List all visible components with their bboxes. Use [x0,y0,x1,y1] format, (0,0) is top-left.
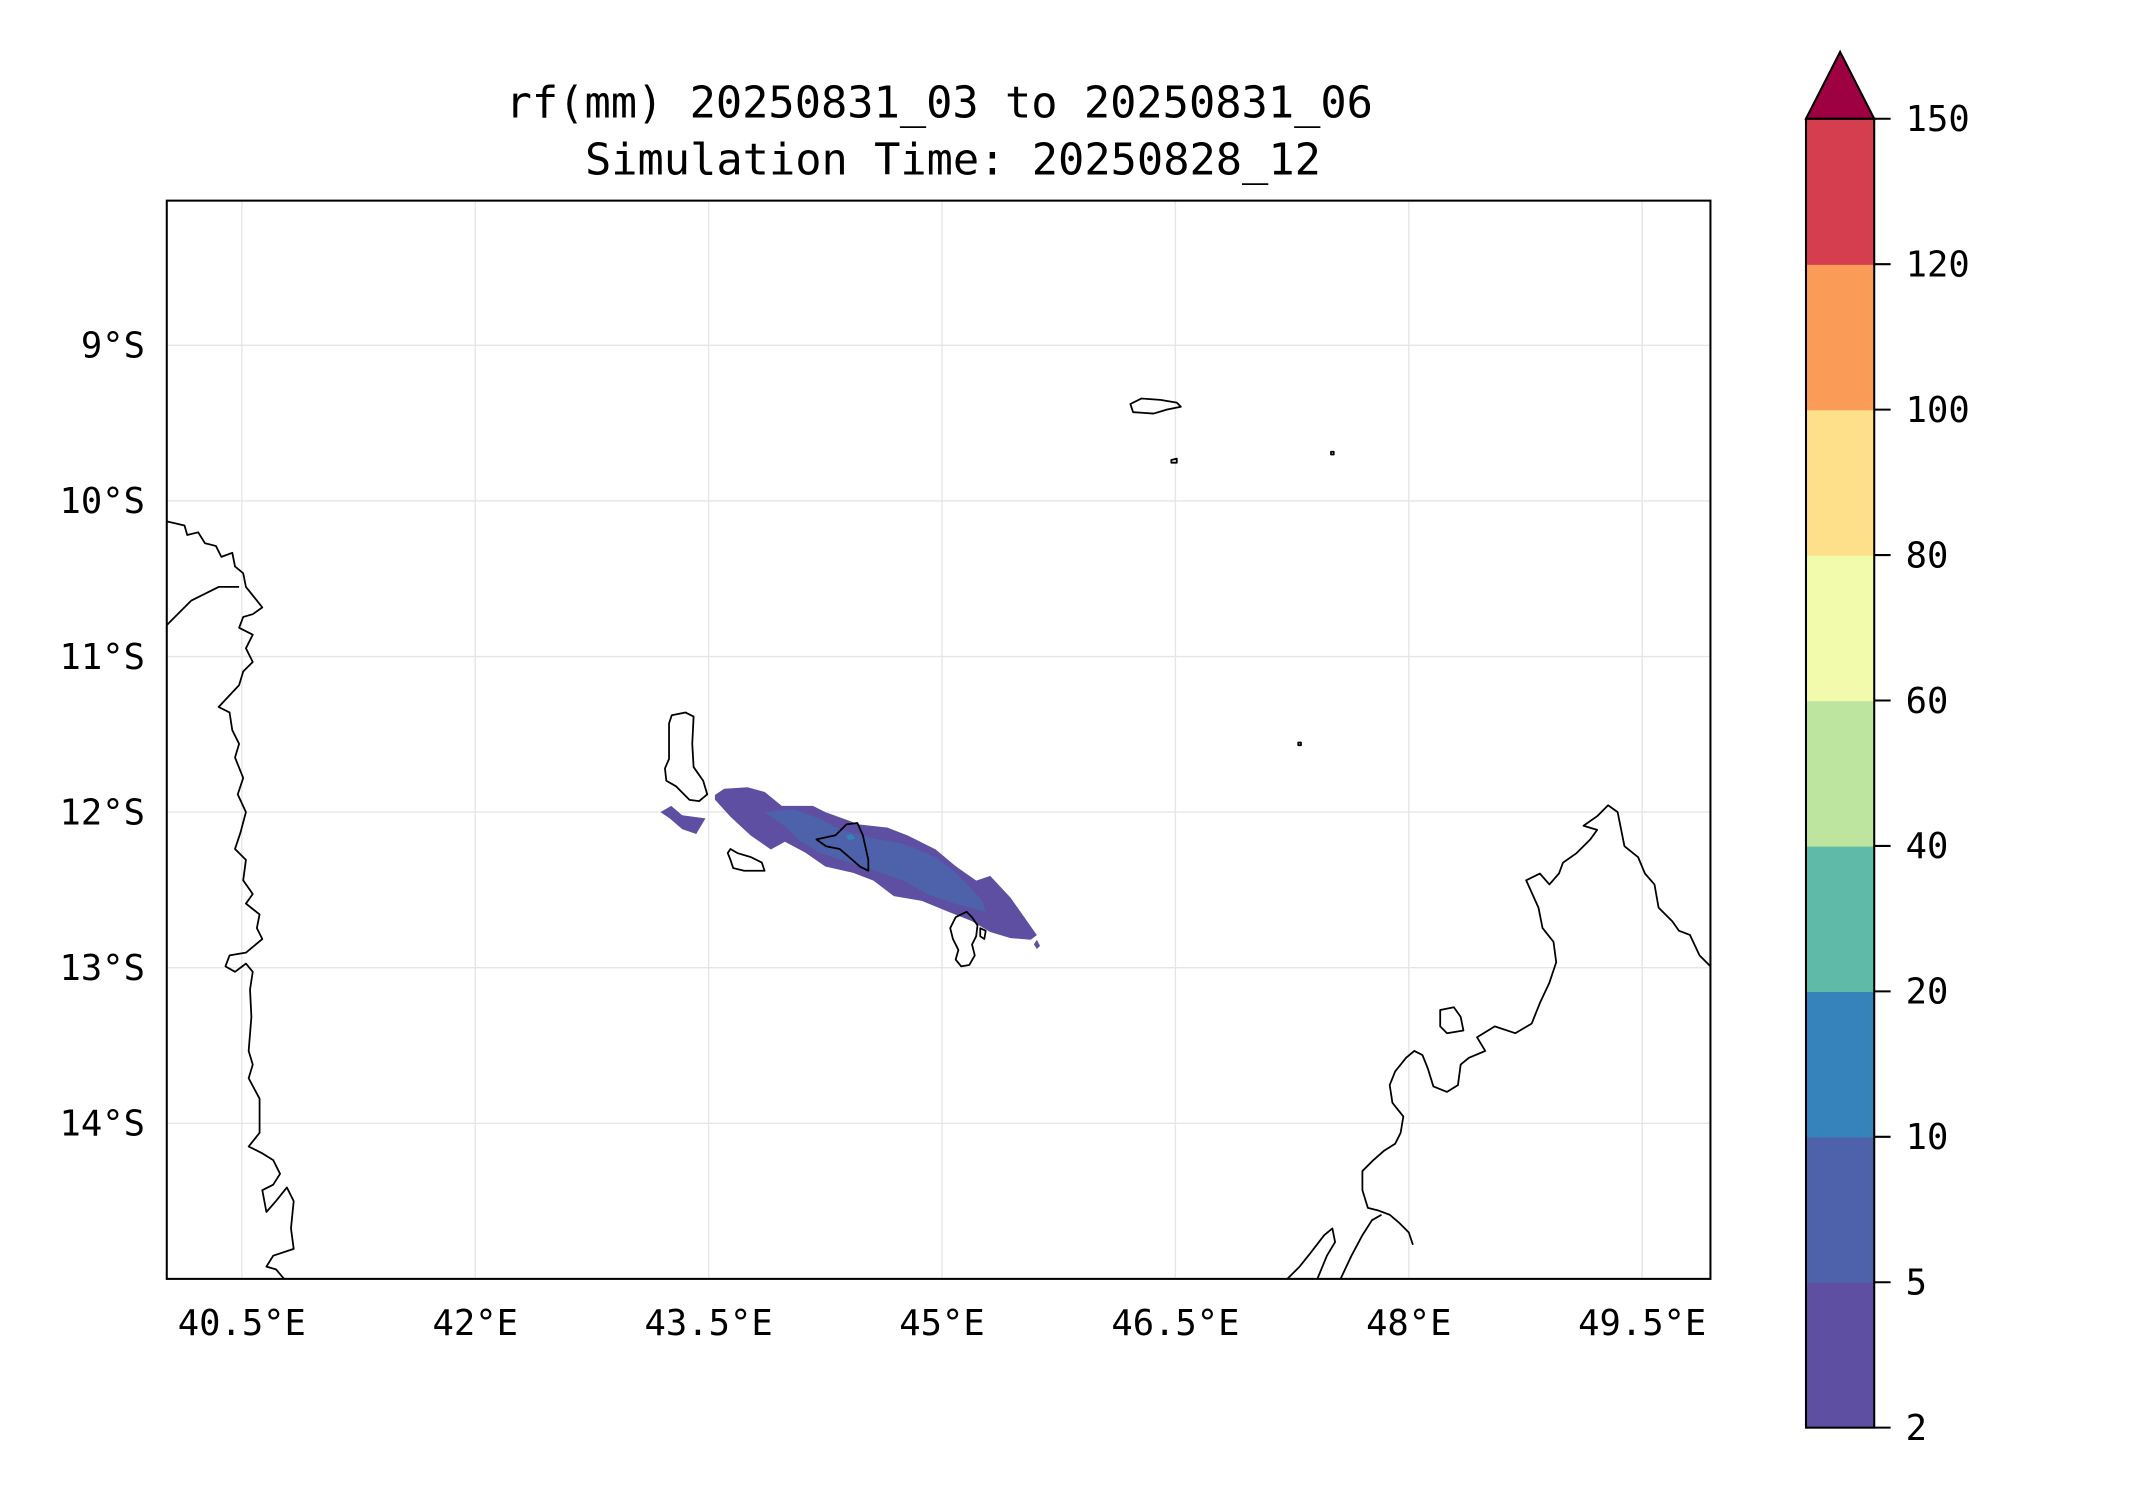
rain-region-2-5 [1033,939,1041,949]
colorbar-band-2-5 [1805,1282,1875,1429]
islet-coastline [1170,457,1178,464]
plot-frame [165,199,1712,1280]
mayotte-coastline [949,910,979,968]
mayotte-islet-coastline [979,927,987,940]
colorbar-tick-label: 120 [1906,244,1970,285]
x-tick-label: 48°E [1366,1303,1451,1344]
colorbar-frame [1804,117,1876,1429]
x-tick-label: 43.5°E [645,1303,773,1344]
colorbar-band-20-40 [1805,845,1875,993]
coastlines [166,397,1711,1279]
aldabra-coastline [1129,397,1182,415]
colorbar-tick-label: 20 [1906,972,1949,1013]
colorbar-tick-label: 100 [1906,390,1970,431]
rain-region-2-5 [660,805,706,834]
rain-region-5-10 [764,808,986,912]
colorbar-tick-label: 5 [1906,1263,1927,1304]
anjouan-coastline [815,822,870,872]
colorbar-band-60-80 [1805,555,1875,702]
chart-subtitle: Simulation Time: 20250828_12 [585,135,1321,186]
colorbar-tick-label: 40 [1906,826,1949,867]
x-tick-label: 45°E [899,1303,984,1344]
madagascar-south-coastline [1339,1213,1382,1279]
y-tick-label: 10°S [60,481,145,522]
x-tick-labels: 40.5°E 42°E 43.5°E 45°E 46.5°E 48°E 49.5°E [178,1303,1706,1344]
madagascar-coastline [1361,804,1711,1246]
colorbar-tick-label: 60 [1906,681,1949,722]
grande-comore-coastline [664,711,709,803]
rainfall-contours [660,787,1041,949]
y-tick-label: 12°S [60,792,145,833]
x-tick-label: 49.5°E [1578,1303,1706,1344]
colorbar-extend-arrow [1804,49,1876,120]
islet-coastline [1330,450,1335,456]
nosy-be-coastline [1439,1006,1465,1035]
x-tick-label: 46.5°E [1111,1303,1239,1344]
border-line [166,586,240,626]
y-tick-label: 13°S [60,948,145,989]
y-tick-labels: 9°S 10°S 11°S 12°S 13°S 14°S [60,326,145,1145]
colorbar-band-40-60 [1805,700,1875,847]
islet-coastline [1297,741,1302,747]
y-tick-label: 9°S [81,326,145,367]
colorbar-tick-label: 150 [1906,99,1970,140]
madagascar-west-coastline [1286,1227,1336,1279]
colorbar-band-10-20 [1805,991,1875,1138]
colorbar: 2 5 10 20 40 60 80 100 120 150 [1804,49,1970,1449]
y-tick-label: 14°S [60,1104,145,1145]
colorbar-tick-label: 80 [1906,535,1949,576]
y-tick-label: 11°S [60,637,145,678]
gridlines [166,200,1711,1279]
colorbar-band-5-10 [1805,1136,1875,1283]
colorbar-band-80-100 [1805,409,1875,556]
colorbar-band-120-150 [1805,118,1875,265]
colorbar-tick-label: 10 [1906,1117,1949,1158]
africa-coastline [166,520,295,1279]
x-tick-label: 40.5°E [178,1303,306,1344]
x-tick-label: 42°E [433,1303,518,1344]
colorbar-band-100-120 [1805,264,1875,411]
rain-region-10-20 [845,833,855,841]
moheli-coastline [726,848,766,872]
colorbar-tick-label: 2 [1906,1408,1927,1449]
chart-title: rf(mm) 20250831_03 to 20250831_06 [506,77,1373,128]
